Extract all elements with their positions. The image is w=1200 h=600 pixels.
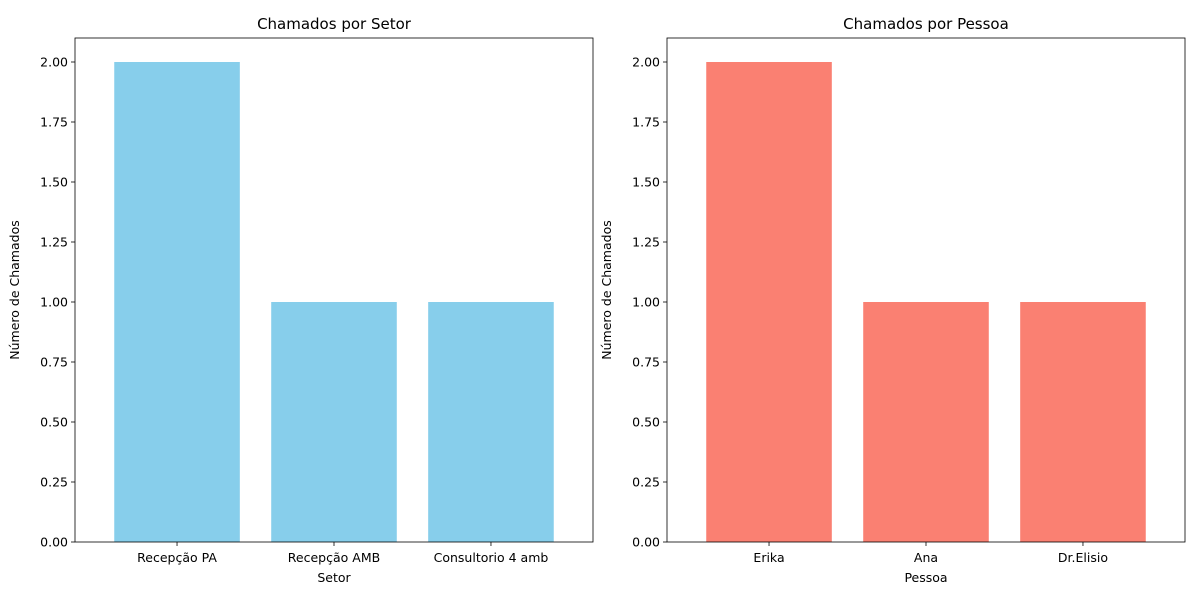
x-axis-label: Setor (317, 570, 351, 585)
bar-3 (1020, 302, 1146, 542)
x-tick-label: Recepção PA (137, 550, 217, 565)
y-tick-label: 1.50 (632, 175, 660, 190)
chart-panel-1: 0.00 0.25 0.50 0.75 1.00 1.25 1.50 1.75 2.00 Rece… (7, 15, 594, 585)
bar-3 (428, 302, 554, 542)
y-tick-label: 0.00 (40, 535, 68, 550)
chart-panel-2: 0.00 0.25 0.50 0.75 1.00 1.25 1.50 1.75 2.00 Erik… (599, 15, 1186, 585)
chart-title: Chamados por Setor (257, 15, 412, 33)
y-tick-label: 1.25 (40, 235, 68, 250)
y-tick-label: 0.75 (40, 355, 68, 370)
y-tick-label: 2.00 (40, 55, 68, 70)
y-tick-label: 0.25 (632, 475, 660, 490)
y-tick-label: 0.25 (40, 475, 68, 490)
x-tick-label: Erika (753, 550, 784, 565)
y-tick-label: 1.00 (40, 295, 68, 310)
bar-2 (863, 302, 989, 542)
y-tick-label: 1.25 (632, 235, 660, 250)
y-axis-label: Número de Chamados (7, 220, 22, 359)
y-tick-label: 2.00 (632, 55, 660, 70)
y-axis-label: Número de Chamados (599, 220, 614, 359)
x-axis-label: Pessoa (904, 570, 947, 585)
y-tick-label: 1.75 (40, 115, 68, 130)
bar-1 (114, 62, 240, 542)
x-tick-label: Dr.Elisio (1058, 550, 1108, 565)
x-tick-label: Recepção AMB (288, 550, 380, 565)
y-tick-label: 1.75 (632, 115, 660, 130)
y-tick-label: 0.00 (632, 535, 660, 550)
y-tick-label: 1.00 (632, 295, 660, 310)
bar-2 (271, 302, 397, 542)
y-tick-label: 0.50 (632, 415, 660, 430)
y-tick-label: 1.50 (40, 175, 68, 190)
x-tick-label: Ana (914, 550, 938, 565)
chart-title: Chamados por Pessoa (843, 15, 1009, 33)
bar-1 (706, 62, 832, 542)
y-tick-label: 0.50 (40, 415, 68, 430)
y-tick-label: 0.75 (632, 355, 660, 370)
x-tick-label: Consultorio 4 amb (434, 550, 549, 565)
